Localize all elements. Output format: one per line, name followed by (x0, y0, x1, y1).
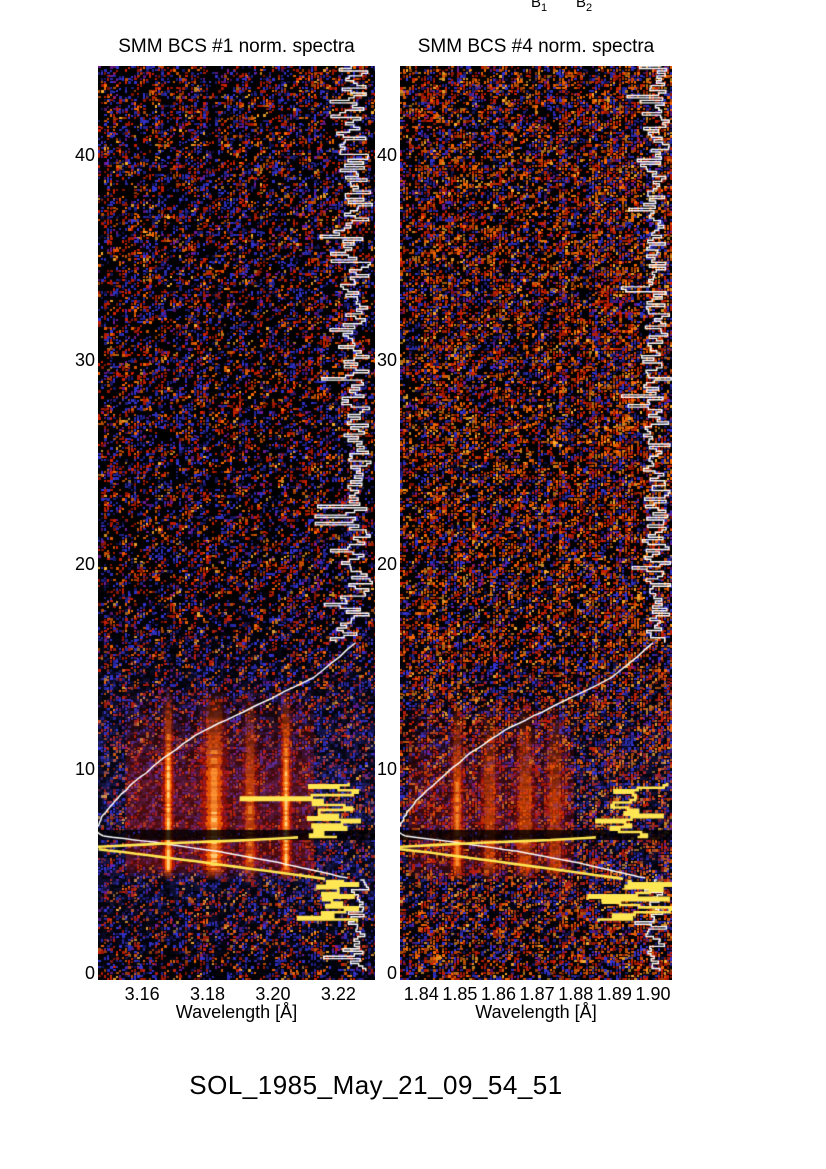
x-tick-label: 1.87 (519, 984, 555, 1004)
line-label-b2-base: B (576, 0, 587, 11)
y-tick-label: 40 (74, 145, 95, 165)
x-tick-label: 1.84 (403, 984, 439, 1004)
spectrogram-canvas-bcs1 (98, 66, 375, 980)
x-axis-label-bcs1: Wavelength [Å] (175, 1002, 298, 1022)
y-tick-label: 40 (376, 145, 397, 165)
x-tick-label: 1.90 (635, 984, 671, 1004)
y-tick-label: 0 (386, 963, 397, 983)
line-label-b2: B2 (576, 0, 592, 18)
x-tick-label: 3.22 (320, 984, 356, 1004)
y-tick-label: 20 (376, 554, 397, 574)
y-tick-label: 20 (74, 554, 95, 574)
x-tick-label: 1.85 (442, 984, 478, 1004)
y-tick-label: 30 (376, 349, 397, 370)
line-label-b1-base: B (531, 0, 542, 11)
panel-title-bcs1: SMM BCS #1 norm. spectra (118, 36, 355, 57)
figure-footer-title: SOL_1985_May_21_09_54_51 (189, 1070, 563, 1100)
x-tick-label: 3.18 (190, 984, 226, 1004)
x-tick-label: 1.89 (596, 984, 632, 1004)
panel-title-bcs4: SMM BCS #4 norm. spectra (417, 36, 655, 57)
line-label-b1-sub: 1 (541, 2, 548, 14)
x-tick-label: 1.88 (558, 984, 594, 1004)
line-label-b2-sub: 2 (586, 2, 593, 14)
x-tick-label: 3.16 (124, 984, 160, 1004)
line-label-b1: B1 (531, 0, 547, 18)
y-tick-label: 30 (74, 349, 95, 370)
x-tick-label: 3.20 (255, 984, 291, 1004)
spectrogram-canvas-bcs4 (400, 66, 672, 980)
y-tick-label: 10 (74, 758, 95, 779)
x-tick-label: 1.86 (480, 984, 517, 1004)
x-axis-label-bcs4: Wavelength [Å] (475, 1002, 597, 1022)
y-tick-label: 10 (376, 758, 397, 779)
y-tick-label: 0 (84, 963, 95, 983)
